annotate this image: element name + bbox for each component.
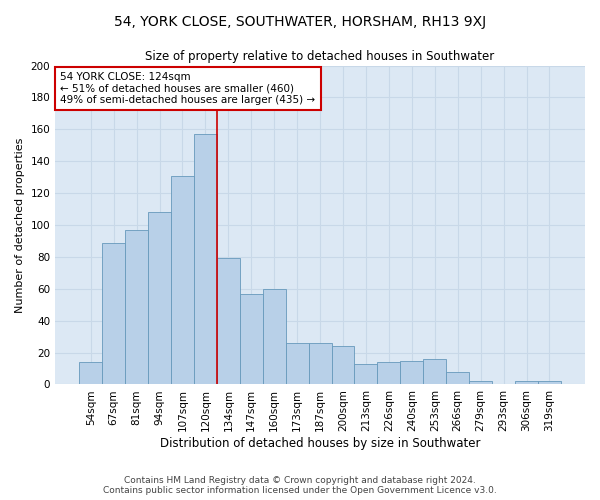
Text: 54, YORK CLOSE, SOUTHWATER, HORSHAM, RH13 9XJ: 54, YORK CLOSE, SOUTHWATER, HORSHAM, RH1… — [114, 15, 486, 29]
Bar — [355, 364, 377, 384]
Bar — [469, 382, 492, 384]
Bar — [240, 294, 263, 384]
Bar — [171, 176, 194, 384]
Bar — [538, 382, 561, 384]
X-axis label: Distribution of detached houses by size in Southwater: Distribution of detached houses by size … — [160, 437, 481, 450]
Bar — [125, 230, 148, 384]
Bar — [79, 362, 102, 384]
Bar — [148, 212, 171, 384]
Bar — [217, 258, 240, 384]
Bar — [446, 372, 469, 384]
Title: Size of property relative to detached houses in Southwater: Size of property relative to detached ho… — [145, 50, 495, 63]
Bar — [308, 343, 332, 384]
Y-axis label: Number of detached properties: Number of detached properties — [15, 138, 25, 312]
Bar — [377, 362, 400, 384]
Text: Contains HM Land Registry data © Crown copyright and database right 2024.
Contai: Contains HM Land Registry data © Crown c… — [103, 476, 497, 495]
Bar — [263, 289, 286, 384]
Text: 54 YORK CLOSE: 124sqm
← 51% of detached houses are smaller (460)
49% of semi-det: 54 YORK CLOSE: 124sqm ← 51% of detached … — [61, 72, 316, 105]
Bar — [423, 359, 446, 384]
Bar — [194, 134, 217, 384]
Bar — [515, 382, 538, 384]
Bar — [332, 346, 355, 385]
Bar — [286, 343, 308, 384]
Bar — [102, 242, 125, 384]
Bar — [400, 360, 423, 384]
